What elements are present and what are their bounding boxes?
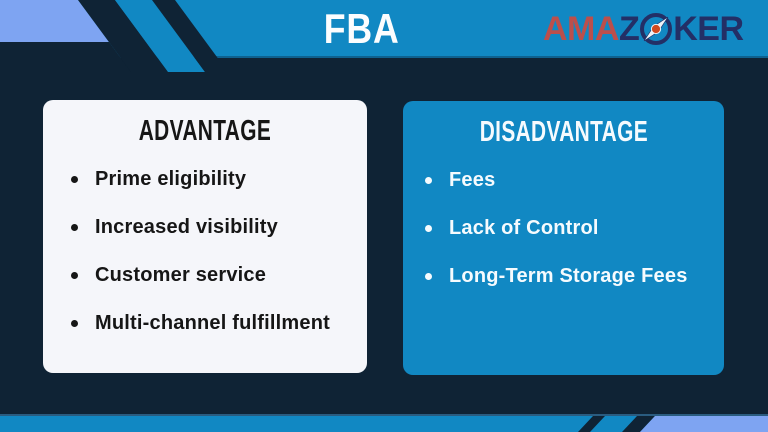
list-item: Long-Term Storage Fees [419, 265, 714, 288]
list-item: Multi-channel fulfillment [65, 312, 357, 335]
page-title: FBA [0, 7, 724, 51]
bottom-right-decor [0, 414, 768, 432]
compass-icon [640, 13, 673, 45]
advantage-list: Prime eligibility Increased visibility Cus… [43, 168, 367, 335]
top-left-decor [0, 0, 228, 72]
advantage-title: ADVANTAGE [138, 115, 272, 147]
brand-text-ker: KER [673, 10, 744, 48]
brand-text-z: Z [618, 10, 640, 48]
list-item: Fees [419, 169, 714, 192]
list-item: Prime eligibility [65, 168, 357, 191]
brand-text-ama: AMA [543, 10, 619, 48]
disadvantage-list: Fees Lack of Control Long-Term Storage Fee… [403, 169, 724, 288]
list-item: Increased visibility [65, 216, 357, 239]
list-item: Lack of Control [419, 217, 714, 240]
advantage-card: ADVANTAGE Prime eligibility Increased vis… [43, 100, 367, 373]
disadvantage-title: DISADVANTAGE [479, 116, 648, 148]
disadvantage-card: DISADVANTAGE Fees Lack of Control Long-Ter… [403, 101, 724, 375]
brand-logo: AMA Z KER [543, 9, 744, 49]
list-item: Customer service [65, 264, 357, 287]
page-title-text: FBA [324, 5, 400, 52]
